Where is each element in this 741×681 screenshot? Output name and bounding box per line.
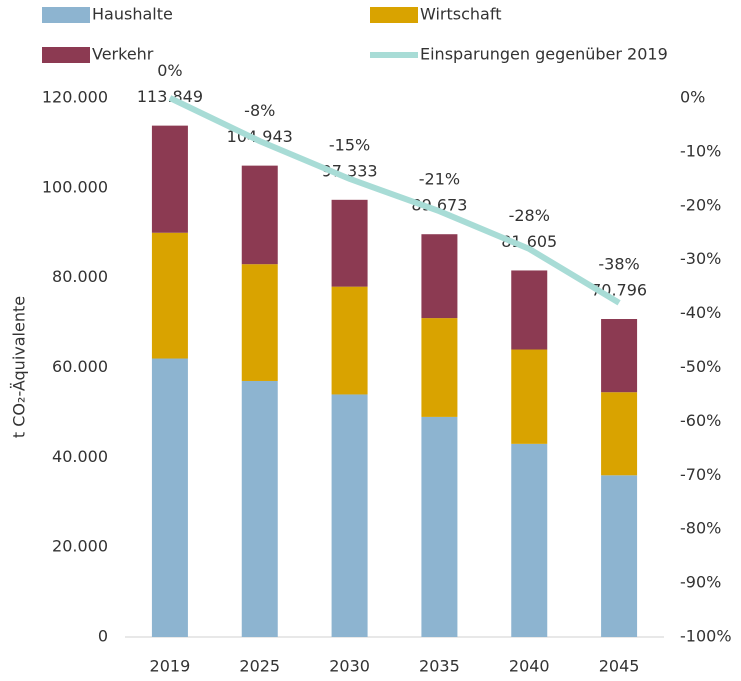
y2-tick-label: 0% <box>680 88 705 107</box>
y2-tick-label: -60% <box>680 411 721 430</box>
bar-segment <box>241 165 278 265</box>
y-tick-label: 20.000 <box>52 537 108 556</box>
bar-segment <box>421 416 458 637</box>
legend-swatch <box>370 7 418 23</box>
y2-tick-label: -80% <box>680 519 721 538</box>
total-label: 113.849 <box>137 87 203 106</box>
bar-segment <box>151 232 188 359</box>
bar-segment <box>511 443 548 637</box>
legend-label: Wirtschaft <box>420 5 501 24</box>
savings-line <box>168 95 621 306</box>
line-value-label: -28% <box>509 206 550 225</box>
bar-segment <box>421 234 458 319</box>
bar-segment <box>241 264 278 381</box>
bar-segment <box>511 270 548 350</box>
line-value-label: 0% <box>157 61 182 80</box>
legend-swatch <box>42 7 90 23</box>
y-tick-label: 100.000 <box>42 177 108 196</box>
y2-tick-label: -10% <box>680 141 721 160</box>
bar-segment <box>511 349 548 444</box>
legend-label: Einsparungen gegenüber 2019 <box>420 45 668 64</box>
y2-tick-label: -50% <box>680 357 721 376</box>
bar-segment <box>601 319 638 393</box>
bar-segment <box>241 380 278 637</box>
total-label: 89.673 <box>411 196 467 215</box>
legend-swatch <box>42 47 90 63</box>
bar-segment <box>601 392 638 476</box>
y-tick-label: 80.000 <box>52 267 108 286</box>
bar-segment <box>151 125 188 233</box>
bar-segment <box>331 394 368 637</box>
bar-segment <box>421 318 458 417</box>
y-tick-label: 0 <box>98 627 108 646</box>
legend-label: Verkehr <box>92 45 154 64</box>
y2-tick-label: -20% <box>680 195 721 214</box>
y2-tick-label: -30% <box>680 249 721 268</box>
bar-segment <box>601 475 638 637</box>
x-tick-label: 2030 <box>329 657 370 676</box>
bar-segment <box>331 286 368 395</box>
bar-segment <box>151 358 188 637</box>
x-tick-label: 2045 <box>599 657 640 676</box>
x-tick-label: 2035 <box>419 657 460 676</box>
line-value-label: -38% <box>598 255 639 274</box>
line-value-label: -15% <box>329 135 370 154</box>
y2-tick-label: -40% <box>680 303 721 322</box>
line-value-label: -21% <box>419 170 460 189</box>
y-tick-label: 120.000 <box>42 88 108 107</box>
x-tick-label: 2040 <box>509 657 550 676</box>
line-value-label: -8% <box>244 101 275 120</box>
y2-tick-label: -70% <box>680 465 721 484</box>
legend-label: Haushalte <box>92 5 173 24</box>
y2-tick-label: -100% <box>680 627 732 646</box>
x-tick-label: 2019 <box>150 657 191 676</box>
y-axis-label: t CO₂-Äquivalente <box>10 296 29 438</box>
y-tick-label: 40.000 <box>52 447 108 466</box>
y-tick-label: 60.000 <box>52 357 108 376</box>
y2-tick-label: -90% <box>680 573 721 592</box>
bar-segment <box>331 199 368 287</box>
x-tick-label: 2025 <box>239 657 280 676</box>
